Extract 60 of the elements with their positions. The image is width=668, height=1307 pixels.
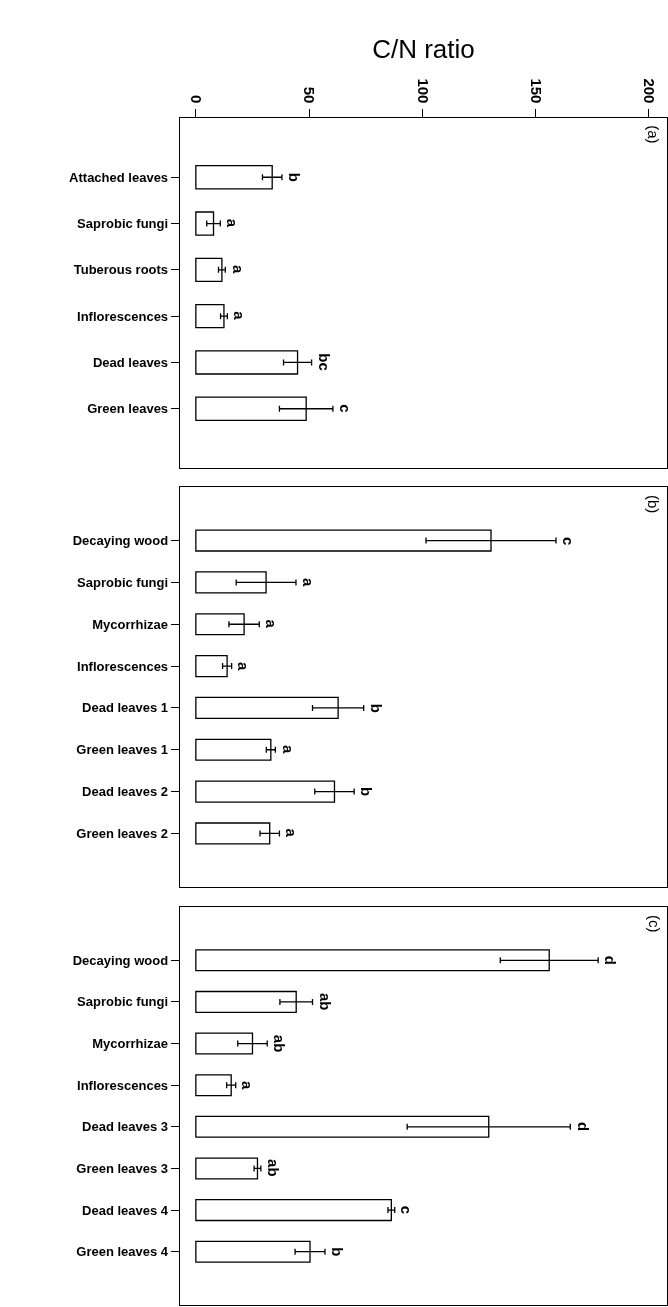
annotation: a [279, 744, 297, 754]
y-tick-label: Dead leaves 3 [82, 1119, 169, 1135]
annotation: c [560, 537, 578, 546]
y-tick-label: Green leaves 2 [76, 825, 169, 841]
annotation: b [329, 1247, 347, 1257]
y-tick-label: Inflorescences [77, 658, 169, 674]
y-tick-label: Mycorrhizae [92, 1036, 169, 1052]
annotation: d [601, 955, 619, 965]
bar [195, 257, 223, 283]
y-tick-label: Dead leaves 2 [82, 784, 169, 800]
bar [195, 1074, 232, 1097]
bar [195, 1199, 392, 1222]
y-tick-label: Dead leaves 1 [82, 700, 169, 716]
annotation: b [285, 172, 303, 182]
annotation: (a) [645, 125, 663, 144]
annotation: a [230, 311, 248, 321]
annotation: c [398, 1205, 416, 1215]
y-tick-label: Dead leaves [92, 354, 169, 370]
y-tick-label: Decaying wood [72, 952, 169, 968]
annotation: a [229, 265, 247, 275]
annotation: bc [315, 353, 333, 371]
y-tick-label: Attached leaves [69, 169, 169, 185]
y-tick-label: Saprobic fungi [77, 994, 169, 1010]
x-axis-title: C/N ratio [372, 33, 475, 64]
annotation: b [368, 703, 386, 713]
x-tick-label: 100 [414, 78, 432, 104]
annotation: a [299, 577, 317, 587]
bar [195, 303, 225, 329]
annotation: a [224, 218, 242, 228]
y-tick-label: Tuberous roots [73, 262, 169, 278]
x-tick-label: 0 [187, 95, 205, 104]
y-tick-label: Saprobic fungi [77, 216, 169, 232]
y-tick-label: Green leaves 1 [76, 742, 169, 758]
annotation: a [263, 619, 281, 629]
y-tick-label: Decaying wood [72, 533, 169, 549]
annotation: a [239, 1080, 257, 1090]
y-tick-label: Green leaves 4 [76, 1244, 169, 1260]
y-tick-label: Inflorescences [77, 308, 169, 324]
annotation: c [337, 404, 355, 413]
x-tick-label: 150 [527, 78, 545, 104]
annotation: b [358, 786, 376, 797]
x-tick-label: 200 [641, 78, 659, 104]
bar [195, 654, 228, 678]
y-tick-label: Green leaves 3 [76, 1161, 169, 1176]
bar [195, 1157, 259, 1180]
annotation: ab [271, 1034, 289, 1053]
x-tick-label: 50 [301, 86, 319, 104]
annotation: (b) [645, 494, 663, 514]
y-tick-label: Mycorrhizae [92, 616, 169, 632]
annotation: (c) [646, 914, 664, 933]
annotation: a [283, 828, 301, 838]
annotation: d [574, 1122, 592, 1132]
annotation: a [235, 661, 253, 671]
bar [195, 738, 272, 761]
y-tick-label: Inflorescences [77, 1077, 169, 1093]
y-tick-label: Saprobic fungi [77, 574, 169, 590]
annotation: ab [264, 1159, 282, 1177]
annotation: ab [316, 992, 334, 1011]
y-tick-label: Dead leaves 4 [82, 1202, 169, 1218]
y-tick-label: Green leaves [87, 401, 169, 417]
